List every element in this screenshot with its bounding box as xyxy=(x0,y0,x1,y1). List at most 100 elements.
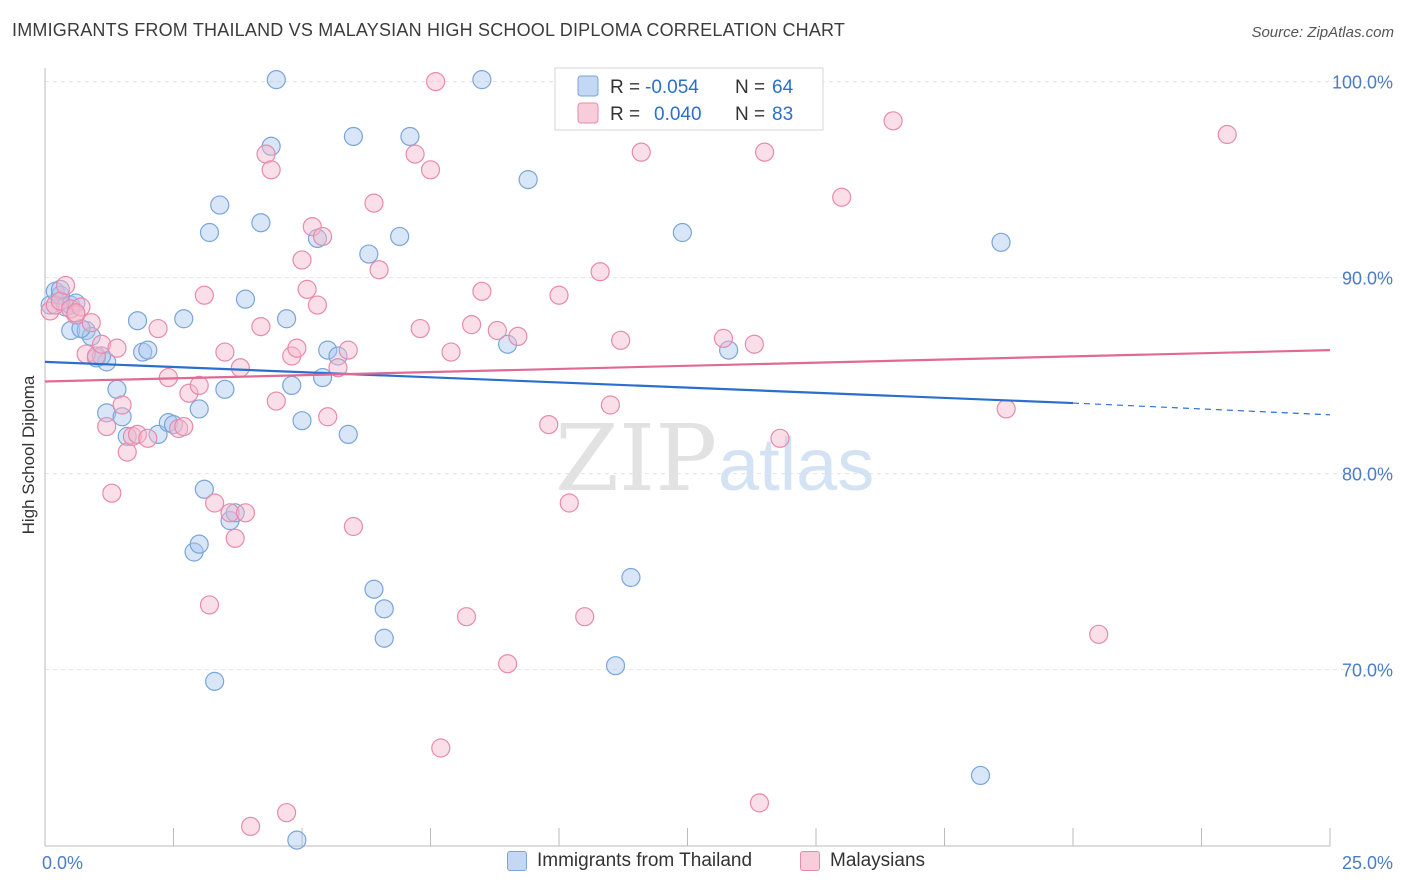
malaysian-point xyxy=(205,493,225,513)
thailand-point xyxy=(719,340,739,360)
malaysian-point xyxy=(91,334,112,354)
malaysian-point xyxy=(559,493,579,513)
malaysian-point xyxy=(590,262,610,282)
stats-legend-box xyxy=(554,67,824,131)
malaysian-point xyxy=(744,334,764,354)
malaysian-point xyxy=(318,407,338,427)
thailand-point xyxy=(215,379,235,399)
thailand-point xyxy=(400,126,420,147)
malaysian-point xyxy=(832,187,852,207)
malaysian-point xyxy=(179,383,199,403)
malaysian-point xyxy=(71,297,91,317)
thailand-point xyxy=(343,126,363,147)
malaysian-point xyxy=(749,793,770,813)
malaysian-point xyxy=(302,217,322,237)
malaysian-point xyxy=(102,483,122,503)
thailand-point xyxy=(518,170,538,190)
malaysian-point xyxy=(312,226,333,247)
malaysian-point xyxy=(251,317,271,337)
legend-label-thailand: Immigrants from Thailand xyxy=(537,850,753,871)
malaysian-point xyxy=(287,338,307,358)
malaysian-point xyxy=(189,375,209,395)
y-axis-label: High School Diploma xyxy=(19,375,38,534)
thailand-point xyxy=(374,628,394,648)
malaysian-point xyxy=(199,595,220,615)
thailand-point xyxy=(498,334,518,354)
thailand-point xyxy=(282,375,302,395)
legend-swatch-thailand xyxy=(507,851,527,871)
malaysian-point xyxy=(276,803,297,823)
thailand-point xyxy=(318,340,338,360)
stats-r-value-2: 0.040 xyxy=(654,104,702,125)
malaysian-point xyxy=(40,301,60,321)
thailand-point xyxy=(276,309,297,329)
thailand-point xyxy=(292,411,312,431)
malaysian-point xyxy=(266,391,286,411)
malaysian-point xyxy=(127,424,148,444)
stats-n-value-2: 83 xyxy=(772,104,793,125)
malaysian-point xyxy=(55,275,76,296)
malaysian-point xyxy=(441,342,461,362)
malaysian-point xyxy=(148,318,168,339)
thailand-point xyxy=(189,534,209,554)
thailand-point xyxy=(991,232,1011,252)
stats-swatch-blue xyxy=(577,75,599,97)
malaysian-point xyxy=(328,358,348,378)
malaysian-point xyxy=(215,342,235,362)
stats-r-value-1: -0.054 xyxy=(645,77,699,98)
stats-n-value-1: 64 xyxy=(772,77,794,98)
thailand-point xyxy=(210,195,230,215)
axes xyxy=(44,68,1331,847)
thailand-point xyxy=(672,222,692,243)
thailand-point xyxy=(97,352,117,372)
malaysian-point xyxy=(369,260,389,280)
thailand-point xyxy=(251,213,271,233)
data-points xyxy=(40,70,1237,850)
thailand-point xyxy=(338,424,358,444)
malaysian-point xyxy=(431,738,451,758)
thailand-point xyxy=(50,285,71,305)
legend-label-malaysians: Malaysians xyxy=(830,850,926,871)
malaysian-point xyxy=(410,318,430,339)
stats-n-label-2: N = xyxy=(735,104,765,125)
watermark-zip: ZIP xyxy=(555,405,717,512)
thailand-point xyxy=(472,70,492,90)
thailand-point xyxy=(364,579,384,599)
stats-r-label-1: R = xyxy=(610,77,640,98)
thailand-point xyxy=(127,311,148,331)
thailand-point xyxy=(605,656,626,676)
malaysian-point xyxy=(220,503,240,523)
thailand-point xyxy=(359,244,379,264)
malaysian-point xyxy=(107,338,127,358)
thailand-point xyxy=(174,309,194,329)
thailand-point xyxy=(138,340,158,360)
malaysian-point xyxy=(1217,124,1237,145)
thailand-point xyxy=(374,599,394,619)
malaysian-point xyxy=(426,71,446,92)
malaysian-point xyxy=(487,320,507,341)
malaysian-point xyxy=(225,528,245,548)
malaysian-point xyxy=(754,142,775,162)
malaysian-point xyxy=(462,315,482,335)
x-tick-label-min: 0.0% xyxy=(42,853,83,873)
malaysian-point xyxy=(498,654,518,674)
malaysian-point xyxy=(600,395,621,415)
stats-legend: R = -0.054 N = 64 R = 0.040 N = 83 xyxy=(554,67,824,131)
thailand-point xyxy=(621,567,641,588)
malaysian-point xyxy=(996,399,1016,419)
malaysian-point xyxy=(338,340,358,360)
thailand-point xyxy=(81,326,101,346)
thailand-point xyxy=(970,765,991,786)
malaysian-point xyxy=(575,607,595,627)
thailand-point xyxy=(312,367,333,388)
thailand-point xyxy=(189,399,209,419)
malaysian-point xyxy=(81,313,101,333)
malaysian-point xyxy=(539,415,559,435)
x-tick-labels: 0.0% 25.0% xyxy=(42,853,1393,873)
thailand-point xyxy=(235,289,256,309)
malaysian-point xyxy=(456,607,477,627)
stats-r-label-2: R = xyxy=(610,104,640,125)
source-credit: Source: ZipAtlas.com xyxy=(1251,24,1394,41)
thailand-point xyxy=(199,222,220,243)
